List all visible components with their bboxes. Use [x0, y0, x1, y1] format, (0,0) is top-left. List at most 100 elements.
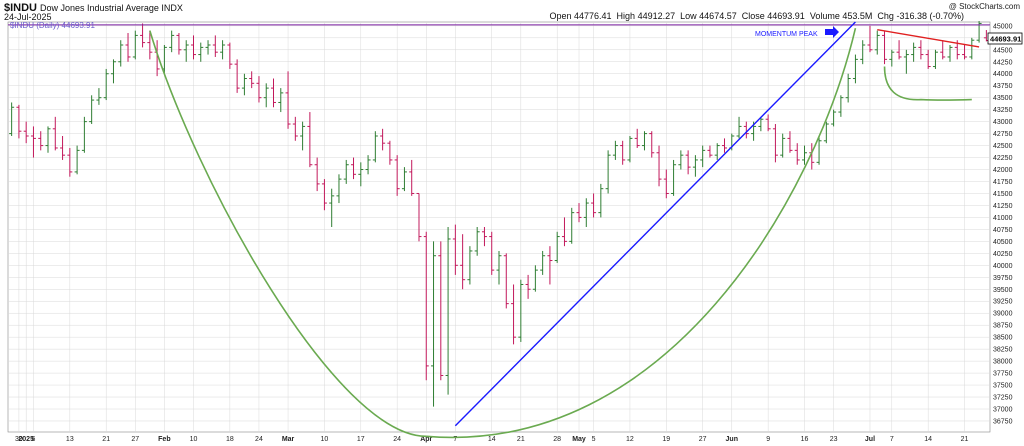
- x-tick-label: Mar: [282, 436, 295, 443]
- y-tick-label: 36750: [993, 418, 1013, 425]
- ohlc-bar: [394, 155, 400, 196]
- ohlc-bar: [89, 95, 95, 125]
- index-name: Dow Jones Industrial Average INDX: [40, 3, 183, 13]
- ohlc-bar: [707, 145, 713, 158]
- ohlc-bar: [372, 131, 378, 163]
- ohlc-bar: [365, 155, 371, 175]
- ohlc-bar: [736, 116, 742, 139]
- ohlc-bar: [576, 203, 582, 223]
- x-tick-label: 30: [15, 436, 23, 443]
- ohlc-bar: [489, 231, 495, 275]
- ohlc-bar: [860, 40, 866, 65]
- ohlc-bar: [285, 71, 291, 129]
- ohlc-bar: [183, 40, 189, 62]
- y-tick-label: 39500: [993, 287, 1013, 294]
- x-tick-label: Apr: [420, 436, 432, 443]
- ohlc-bar: [351, 157, 357, 180]
- x-tick-label: 21: [517, 436, 525, 443]
- ohlc-bar: [438, 241, 444, 381]
- price-tag-box: [987, 32, 1023, 45]
- x-tick-label: 7: [890, 436, 894, 443]
- x-tick-label: 9: [766, 436, 770, 443]
- y-tick-label: 40750: [993, 227, 1013, 234]
- ohlc-bar: [452, 224, 458, 275]
- x-tick-label: 2025: [18, 436, 34, 443]
- y-tick-label: 42500: [993, 143, 1013, 150]
- y-tick-label: 45000: [993, 23, 1013, 30]
- x-tick-label: 7: [453, 436, 457, 443]
- ohlc-bar: [714, 143, 720, 160]
- ohlc-bar: [409, 159, 415, 196]
- ohlc-bar: [758, 116, 764, 132]
- ohlc-bar: [780, 133, 786, 158]
- ohlc-bar: [198, 42, 204, 62]
- ohlc-bar: [292, 116, 298, 141]
- x-tick-label: 21: [102, 436, 110, 443]
- ohlc-bar: [874, 30, 880, 55]
- y-tick-label: 40000: [993, 263, 1013, 270]
- ohlc-bar: [903, 49, 909, 74]
- ohlc-bar: [278, 88, 284, 113]
- x-tick-label: 28: [553, 436, 561, 443]
- ohlc-bar: [300, 121, 306, 151]
- ohlc-bar: [845, 73, 851, 103]
- ohlc-bar: [96, 88, 102, 105]
- ohlc-bar: [212, 35, 218, 57]
- ohlc-bar: [110, 59, 116, 84]
- ohlc-bar: [627, 135, 633, 163]
- ohlc-bar: [765, 114, 771, 132]
- ohlc-bar: [74, 145, 80, 175]
- ohlc-bar: [692, 155, 698, 177]
- y-tick-label: 43500: [993, 95, 1013, 102]
- ohlc-bar: [45, 126, 51, 153]
- ohlc-bar: [547, 246, 553, 285]
- uptrend-line: [454, 21, 856, 427]
- ohlc-bar: [889, 49, 895, 67]
- momentum-peak-label: MOMENTUM PEAK: [755, 31, 818, 38]
- ohlc-bar: [103, 68, 109, 101]
- ohlc-bar: [190, 35, 196, 60]
- x-tick-label: 27: [131, 436, 139, 443]
- ohlc-bar: [678, 150, 684, 170]
- ohlc-bar: [852, 54, 858, 84]
- credit: @ StockCharts.com: [948, 2, 1020, 11]
- cup-arc: [149, 28, 857, 439]
- ohlc-bar: [598, 183, 604, 218]
- ohlc-bar: [947, 44, 953, 62]
- x-tick-label: Feb: [158, 436, 170, 443]
- y-tick-label: 40500: [993, 239, 1013, 246]
- x-tick-label: 18: [226, 436, 234, 443]
- resistance-line: [877, 28, 980, 48]
- ohlc-bar: [976, 21, 982, 43]
- y-tick-label: 42750: [993, 131, 1013, 138]
- ohlc-bar: [569, 207, 575, 244]
- y-tick-label: 38750: [993, 323, 1013, 330]
- ohlc-bar: [794, 143, 800, 165]
- y-tick-label: 44500: [993, 47, 1013, 54]
- x-tick-label: 16: [801, 436, 809, 443]
- y-axis: 36750 37000 37250 37500 37750 38000 38250 38500…: [993, 23, 1013, 425]
- ohlc-bar: [474, 227, 480, 256]
- ohlc-bar: [932, 49, 938, 69]
- x-tick-label: 10: [190, 436, 198, 443]
- ohlc-bar: [249, 71, 255, 89]
- ohlc-bar: [918, 40, 924, 60]
- arrow-right-icon: [825, 26, 839, 38]
- ohlc-bar: [23, 121, 29, 144]
- y-tick-label: 41000: [993, 215, 1013, 222]
- y-tick-label: 43250: [993, 107, 1013, 114]
- y-tick-label: 39250: [993, 299, 1013, 306]
- y-tick-label: 43750: [993, 83, 1013, 90]
- ohlc-bar: [329, 188, 335, 227]
- x-tick-label: 23: [830, 436, 838, 443]
- ohlc-bar: [314, 157, 320, 192]
- x-tick-label: Jun: [726, 436, 738, 443]
- ohlc-bar: [16, 104, 22, 139]
- ohlc-bar: [634, 128, 640, 148]
- ohlc-bar: [641, 131, 647, 151]
- ohlc-bar: [721, 138, 727, 153]
- x-tick-label: 5: [592, 436, 596, 443]
- x-tick-label: 24: [255, 436, 263, 443]
